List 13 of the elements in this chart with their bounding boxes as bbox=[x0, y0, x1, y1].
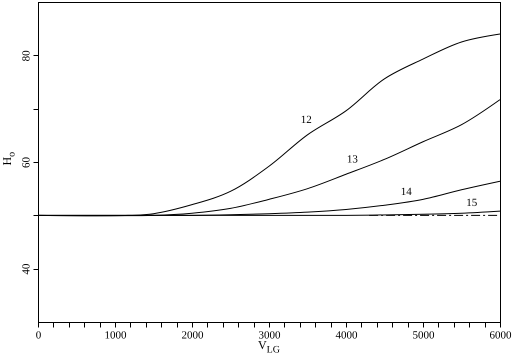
x-tick-label: 1000 bbox=[104, 330, 127, 342]
y-tick-label: 80 bbox=[20, 50, 32, 62]
x-tick-label: 4000 bbox=[336, 330, 358, 342]
annotation: 15 bbox=[466, 197, 478, 210]
annotation: 14 bbox=[400, 186, 412, 198]
x-tick-label: 6000 bbox=[490, 330, 512, 342]
annotation: 13 bbox=[346, 153, 358, 166]
y-tick-label: 40 bbox=[20, 263, 32, 275]
x-tick-label: 2000 bbox=[182, 330, 204, 342]
x-tick-label: 5000 bbox=[412, 330, 435, 342]
annotation: 12 bbox=[300, 114, 312, 126]
x-tick-label: 0 bbox=[36, 330, 42, 342]
y-tick-label: 60 bbox=[20, 156, 32, 168]
